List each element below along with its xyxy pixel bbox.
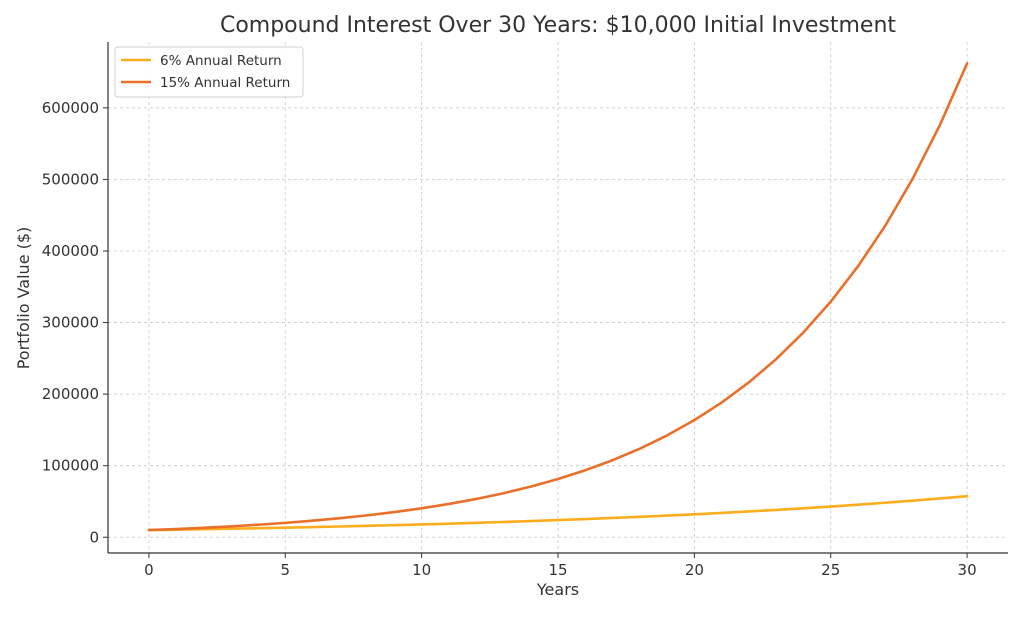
y-ticks: 0 100000 200000 300000 400000 500000 600000 <box>42 99 108 546</box>
y-tick-label: 100000 <box>42 457 99 475</box>
x-tick-label: 15 <box>548 561 567 579</box>
legend-label-6pct: 6% Annual Return <box>160 53 282 69</box>
chart-title: Compound Interest Over 30 Years: $10,000… <box>220 13 896 38</box>
x-axis-label: Years <box>536 580 579 599</box>
x-tick-label: 30 <box>958 561 977 579</box>
x-tick-label: 25 <box>821 561 840 579</box>
x-tick-label: 10 <box>412 561 431 579</box>
series-line-15pct <box>147 62 969 532</box>
legend: 6% Annual Return 15% Annual Return <box>114 46 304 98</box>
y-axis-label: Portfolio Value ($) <box>14 227 33 370</box>
y-tick-label: 0 <box>89 528 99 546</box>
x-tick-label: 0 <box>144 561 154 579</box>
grid <box>108 42 1008 553</box>
y-tick-label: 400000 <box>42 242 99 260</box>
series-lines <box>147 62 969 532</box>
legend-box <box>114 46 304 98</box>
x-tick-label: 5 <box>280 561 290 579</box>
y-tick-label: 600000 <box>42 99 99 117</box>
y-tick-label: 300000 <box>42 314 99 332</box>
y-tick-label: 500000 <box>42 170 99 188</box>
legend-label-15pct: 15% Annual Return <box>160 75 290 91</box>
series-line-6pct <box>147 494 969 532</box>
x-tick-label: 20 <box>685 561 704 579</box>
y-tick-label: 200000 <box>42 385 99 403</box>
x-ticks: 0 5 10 15 20 25 30 <box>144 553 977 579</box>
